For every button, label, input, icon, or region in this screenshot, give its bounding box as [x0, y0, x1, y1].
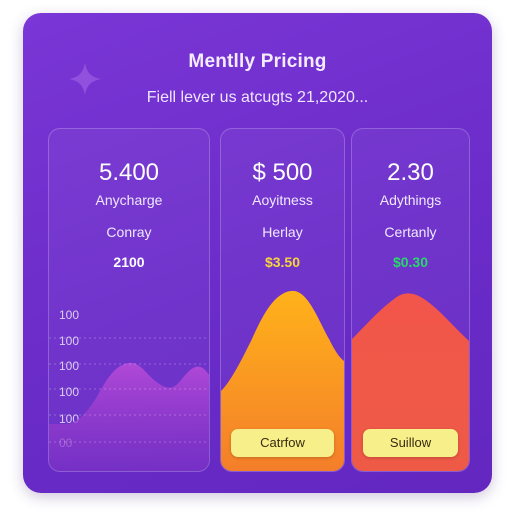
- y-axis-tick: 100: [59, 308, 80, 322]
- plan-description: Anycharge: [95, 192, 163, 208]
- plan-card-2[interactable]: $ 500 Aoyitness Herlay $3.50 Catrfow: [220, 128, 345, 472]
- y-axis-tick: 100: [59, 334, 80, 348]
- plan-name: Conray: [106, 224, 152, 240]
- plan-price: 2.30: [387, 159, 434, 186]
- plan-card-1[interactable]: 5.400 Anycharge Conray 2100 100 100 100 …: [48, 128, 210, 472]
- plan-price: $ 500: [252, 159, 313, 186]
- plan-subprice: $0.30: [392, 254, 429, 270]
- pricing-card: Mentlly Pricing Fiell lever us atcugts 2…: [23, 13, 492, 493]
- area-shape: [352, 293, 469, 471]
- plan-name: Certanly: [384, 224, 437, 240]
- page-title: Mentlly Pricing: [188, 51, 327, 72]
- plan-price: 5.400: [98, 159, 160, 186]
- plan-card-3[interactable]: 2.30 Adythings Certanly $0.30 Suillow: [351, 128, 470, 472]
- sparkle-icon: [69, 63, 101, 95]
- plan-description: Aoyitness: [252, 192, 313, 208]
- plan-name: Herlay: [262, 224, 303, 240]
- plan-area-chart: [221, 290, 344, 471]
- plan-subprice: $3.50: [264, 254, 301, 270]
- area-shape: [49, 362, 209, 471]
- plan-select-button[interactable]: Catrfow: [231, 429, 334, 457]
- page-subtitle: Fiell lever us atcugts 21,2020...: [146, 89, 369, 106]
- plan-select-button[interactable]: Suillow: [363, 429, 458, 457]
- plan-area-chart: [49, 337, 209, 471]
- area-shape: [221, 290, 344, 471]
- plan-area-chart: [352, 293, 469, 471]
- plan-subprice: 2100: [113, 254, 145, 270]
- y-axis-tick: 100: [59, 385, 80, 399]
- plan-description: Adythings: [379, 192, 442, 208]
- y-axis-tick: 100: [59, 359, 80, 373]
